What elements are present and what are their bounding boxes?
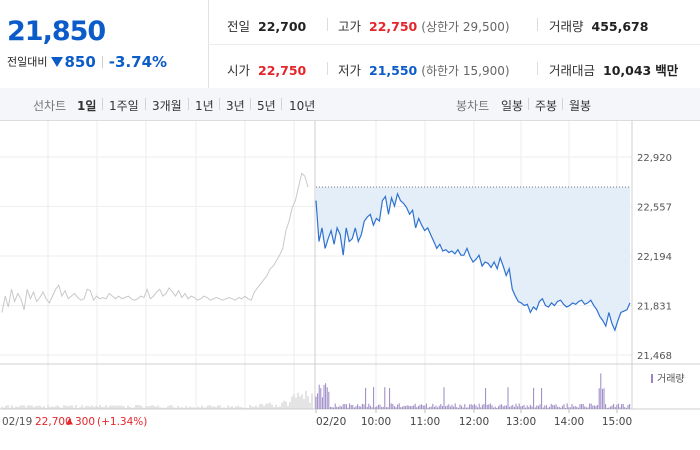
tab-3m[interactable]: 3개월 bbox=[152, 99, 182, 113]
price-panel: 21,850 전일대비 850 -3.74% bbox=[0, 0, 209, 88]
x-tick-label: 02/20 bbox=[316, 416, 346, 428]
volume-label: 거래량 bbox=[549, 19, 584, 34]
current-price: 21,850 bbox=[7, 16, 106, 47]
divider bbox=[208, 44, 700, 45]
volume-legend-swatch bbox=[651, 374, 653, 383]
change-row: 전일대비 850 -3.74% bbox=[7, 53, 167, 71]
open-label: 시가 bbox=[227, 63, 251, 78]
prev-day-change-pct-label: (+1.34%) bbox=[97, 416, 147, 428]
divider bbox=[562, 98, 563, 110]
y-tick-label: 22,920 bbox=[637, 153, 672, 164]
amount-label: 거래대금 bbox=[549, 63, 596, 78]
upper-limit: (상한가 29,500) bbox=[421, 20, 510, 34]
y-tick-label: 21,831 bbox=[637, 302, 672, 313]
x-tick-label: 15:00 bbox=[602, 416, 632, 428]
divider bbox=[219, 98, 220, 110]
low-label: 저가 bbox=[338, 63, 362, 78]
prev-day-date-label: 02/19 bbox=[2, 416, 32, 428]
prev-close-stat: 전일 22,700 bbox=[227, 16, 306, 35]
today-area-fill bbox=[316, 187, 630, 331]
tab-1y[interactable]: 1년 bbox=[195, 99, 214, 113]
line-chart-header: 선차트 bbox=[33, 99, 67, 113]
divider bbox=[281, 98, 282, 110]
divider bbox=[188, 98, 189, 110]
divider bbox=[327, 62, 328, 75]
divider bbox=[327, 18, 328, 31]
x-tick-label: 14:00 bbox=[554, 416, 584, 428]
prev-close-label: 전일 bbox=[227, 19, 251, 34]
prev-day-line bbox=[1, 172, 309, 313]
low-stat: 저가 21,550 (하한가 15,900) bbox=[338, 60, 510, 79]
tab-monthly-candle[interactable]: 월봉 bbox=[569, 99, 592, 113]
chart-period-tabs: 선차트 1일 1주일 3개월 1년 3년 5년 10년 봉차트 일봉 주봉 월봉 bbox=[0, 88, 700, 121]
high-value: 22,750 bbox=[369, 19, 418, 34]
divider bbox=[528, 98, 529, 110]
open-stat: 시가 22,750 bbox=[227, 60, 306, 79]
volume-legend-label: 거래량 bbox=[657, 373, 685, 385]
divider bbox=[145, 98, 146, 110]
tab-10y[interactable]: 10년 bbox=[289, 99, 316, 113]
amount-stat: 거래대금 10,043 백만 bbox=[549, 60, 678, 79]
high-label: 고가 bbox=[338, 19, 362, 34]
open-value: 22,750 bbox=[258, 63, 307, 78]
intraday-chart: 22,920 22,557 22,194 21,831 21,468 02/19 22,7… bbox=[0, 121, 700, 428]
prev-close-value: 22,700 bbox=[258, 19, 307, 34]
up-arrow-icon bbox=[66, 418, 73, 425]
tab-5y[interactable]: 5년 bbox=[257, 99, 276, 113]
x-tick-label: 10:00 bbox=[361, 416, 391, 428]
quote-summary: 21,850 전일대비 850 -3.74% 전일 22,700 고가 22,750 (상… bbox=[0, 0, 700, 89]
change-label: 전일대비 bbox=[7, 55, 48, 69]
x-tick-label: 11:00 bbox=[410, 416, 440, 428]
change-percent: -3.74% bbox=[108, 53, 168, 71]
y-axis: 22,920 22,557 22,194 21,831 21,468 bbox=[637, 153, 672, 362]
tab-3y[interactable]: 3년 bbox=[226, 99, 245, 113]
lower-limit: (하한가 15,900) bbox=[421, 64, 510, 78]
volume-value: 455,678 bbox=[591, 19, 649, 34]
prev-day-series bbox=[1, 172, 309, 313]
prev-day-close-label: 22,700 bbox=[35, 416, 72, 428]
volume-panel bbox=[1, 373, 631, 409]
divider bbox=[250, 98, 251, 110]
candle-chart-header: 봉차트 bbox=[456, 99, 490, 113]
tab-1w[interactable]: 1주일 bbox=[109, 99, 139, 113]
volume-stat: 거래량 455,678 bbox=[549, 16, 648, 35]
today-series bbox=[315, 186, 631, 332]
amount-value: 10,043 bbox=[603, 63, 652, 78]
prev-day-change-label: 300 bbox=[75, 416, 95, 428]
change-amount: 850 bbox=[64, 53, 96, 71]
y-tick-label: 21,468 bbox=[637, 351, 672, 362]
x-tick-label: 12:00 bbox=[459, 416, 489, 428]
high-stat: 고가 22,750 (상한가 29,500) bbox=[338, 16, 510, 35]
divider bbox=[537, 18, 538, 31]
divider bbox=[537, 62, 538, 75]
down-arrow-icon bbox=[51, 57, 64, 67]
volume-legend: 거래량 bbox=[651, 373, 685, 385]
amount-unit: 백만 bbox=[655, 63, 679, 78]
x-tick-label: 13:00 bbox=[506, 416, 536, 428]
divider bbox=[102, 98, 103, 110]
y-tick-label: 22,557 bbox=[637, 203, 672, 214]
tab-weekly-candle[interactable]: 주봉 bbox=[535, 99, 558, 113]
x-axis: 02/19 22,700 300 (+1.34%) 02/20 10:00 11:00 12:… bbox=[2, 409, 632, 428]
tab-1d[interactable]: 1일 bbox=[77, 99, 97, 113]
tab-daily-candle[interactable]: 일봉 bbox=[501, 99, 524, 113]
y-tick-label: 22,194 bbox=[637, 252, 672, 263]
divider bbox=[101, 56, 103, 68]
low-value: 21,550 bbox=[369, 63, 418, 78]
today-price-line bbox=[315, 191, 631, 332]
